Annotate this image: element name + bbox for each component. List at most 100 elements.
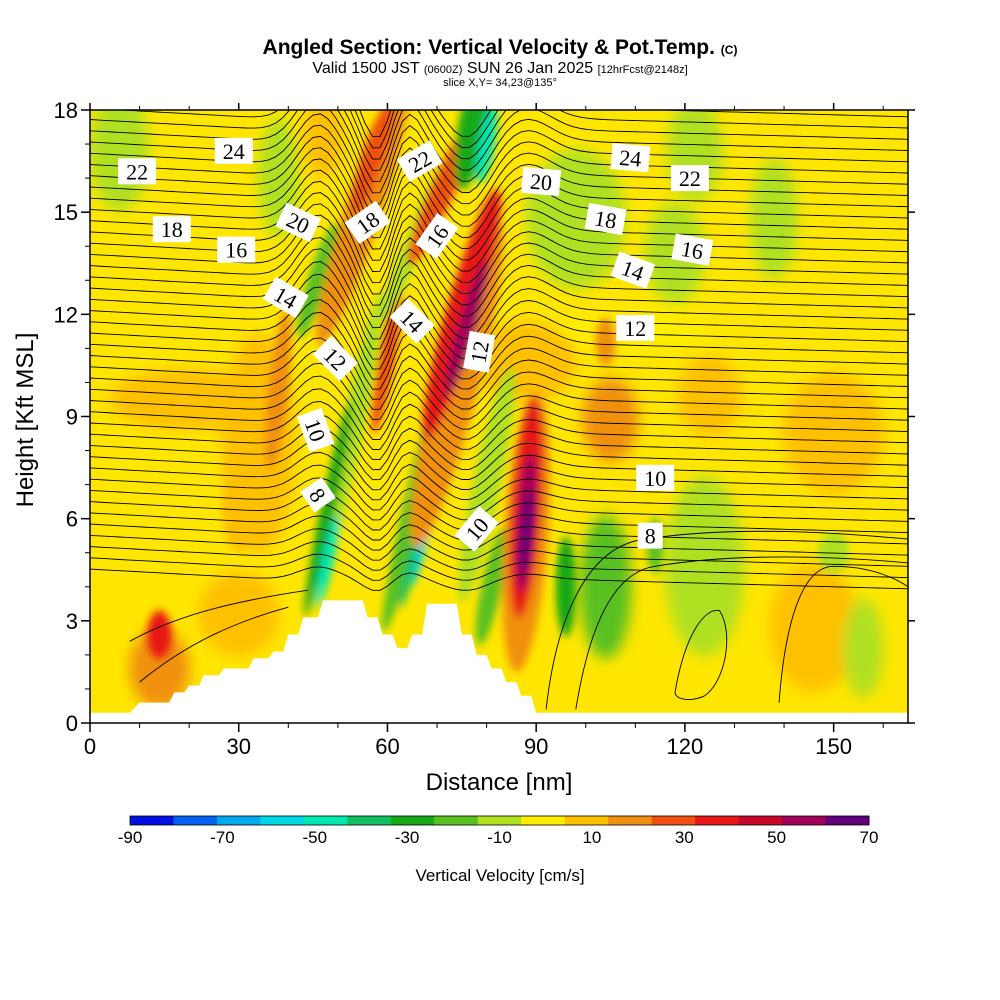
plot-area: 2224181620141822161412108121020241822161… [90,110,908,723]
isentrope-label-text: 22 [679,166,701,191]
isentrope-line [90,237,908,329]
isentrope-label: 16 [217,236,256,263]
colorbar-label: -10 [487,828,512,847]
isentrope-label: 22 [396,140,443,182]
colorbar-swatch [651,816,696,825]
velocity-blob [316,514,340,605]
y-tick-label: 0 [66,711,78,736]
isentrope-line [90,515,908,551]
velocity-blob [520,492,533,573]
isentrope-label-box [610,251,656,289]
isentrope-line [90,362,908,430]
isentrope-line [90,158,908,250]
isentrope-label: 20 [521,166,562,197]
velocity-blob [579,514,632,659]
axes: 0 30 60 90 120 150 0 3 6 9 12 15 18 [54,98,915,759]
isentrope-line [90,311,908,390]
colorbar-label: -70 [210,828,235,847]
isentrope-label-text: 10 [644,466,666,491]
colorbar-swatch [782,816,826,825]
x-tick-label: 0 [84,734,96,759]
isentrope-label: 24 [214,137,253,164]
isentrope-line [90,286,908,370]
colorbar-swatch [390,816,435,825]
velocity-blob [769,563,858,692]
isentrope-label-box [296,407,335,453]
isentrope-label-text: 16 [679,236,705,264]
colorbar: -90 -70 -50 -30 -10 10 30 50 70 [118,815,879,847]
isentrope-label: 16 [671,233,714,266]
isentrope-line [90,350,908,420]
isentrope-label-box [671,233,714,266]
isentrope-line [90,147,908,239]
y-tick-label: 18 [54,98,78,123]
isentrope-line [90,439,908,491]
isentrope-label-box [275,202,321,243]
isentrope-label-box [214,137,253,164]
isentrope-label: 18 [584,202,627,236]
colorbar-label: 30 [675,828,694,847]
isentrope-label-box [670,165,709,192]
colorbar-label: 10 [582,828,601,847]
x-tick-label: 120 [667,734,704,759]
velocity-blob [555,536,576,637]
isentrope-label-box [521,166,562,197]
isentrope-label-text: 16 [225,238,247,263]
isentrope-line [90,566,908,591]
isentrope-label-box [152,216,191,243]
isentrope-label-text: 24 [618,145,642,172]
isentrope-line [90,124,908,216]
y-tick-label: 6 [66,507,78,532]
chart-valid-time: Valid 1500 JST (0600Z) SUN 26 Jan 2025 [… [312,60,688,77]
velocity-field-broad [90,110,884,709]
colorbar-swatch [216,816,261,825]
isentrope-line-low [139,606,289,683]
colorbar-swatch [173,816,218,825]
isentrope-line [354,110,908,149]
isentrope-line [90,248,908,340]
velocity-blob [595,317,616,366]
isentrope-label-box [616,315,655,341]
isentrope-line [90,401,908,461]
isentrope-label-text: 18 [161,217,183,242]
chart-title: Angled Section: Vertical Velocity & Pot.… [262,36,738,59]
isentrope-label-box [584,202,627,236]
isentrope-label: 8 [637,522,663,549]
colorbar-swatch [477,816,522,825]
isentrope-label-box [344,200,391,244]
isentrope-label: 22 [670,165,709,192]
velocity-blob [476,110,498,184]
isentrope-label-box [636,464,675,491]
colorbar-title: Vertical Velocity [cm/s] [415,866,584,885]
isentrope-line [90,490,908,531]
velocity-blob [265,309,292,469]
isentrope-label-box [415,212,459,260]
isentrope-line-low [674,609,728,700]
isentrope-label-text: 22 [126,159,148,184]
colorbar-swatch [347,816,392,825]
isentrope-line [90,464,908,511]
isentrope-line [90,135,908,228]
velocity-blob [147,610,172,659]
colorbar-label: 70 [860,828,879,847]
x-axis-title: Distance [nm] [426,769,573,796]
isentrope-line [90,541,908,571]
velocity-blob [677,356,742,437]
velocity-blob [843,598,884,699]
isentrope-label: 18 [152,216,191,243]
isentrope-line-low [778,565,908,703]
isentrope-label: 8 [300,477,336,513]
colorbar-swatch [521,816,566,825]
velocity-blob [129,628,190,709]
velocity-blob [304,400,352,617]
colorbar-swatch [303,816,348,825]
y-tick-label: 3 [66,609,78,634]
isentrope-line [113,110,908,160]
colorbar-swatch [564,816,609,825]
isentrope-line [90,110,908,171]
x-tick-label: 30 [226,734,250,759]
isentrope-label-box [610,143,651,173]
isentrope-label: 24 [610,143,651,173]
isentrope-label-box [262,276,309,319]
